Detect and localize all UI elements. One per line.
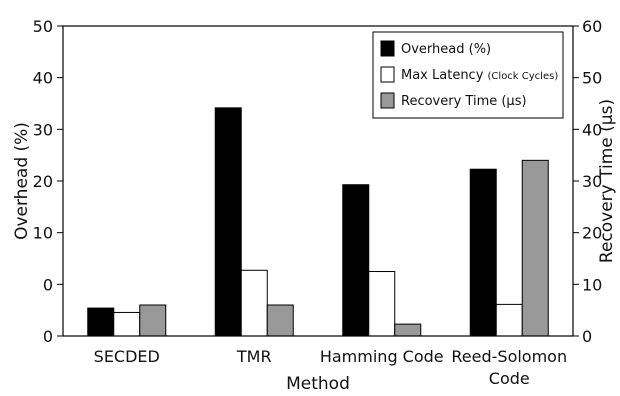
- plot-frame: [62, 25, 574, 337]
- right-tick-label: 40: [582, 120, 602, 139]
- bar-recovery-time-1: [139, 304, 167, 337]
- bars-group: [87, 107, 549, 337]
- category-label: Hamming Code: [320, 347, 444, 366]
- x-axis-label: Method: [286, 374, 350, 394]
- legend-label: Max Latency (Clock Cycles): [401, 68, 558, 83]
- right-tick-label: 50: [582, 69, 602, 88]
- right-tick-label: 60: [582, 17, 602, 36]
- right-axis-ticks: 0 10 20 30 40 50 60: [573, 17, 602, 346]
- bar-recovery-time-3: [394, 323, 422, 337]
- right-tick-label: 20: [582, 224, 602, 243]
- category-labels: SECDED TMR Hamming Code Reed-Solomon Code: [94, 347, 567, 388]
- left-axis-ticks: 0 0 10 20 30 40 50: [33, 17, 63, 346]
- left-tick-label: 20: [33, 172, 53, 191]
- left-tick-label: 0: [43, 327, 53, 346]
- bar-overhead-2: [214, 107, 242, 337]
- legend-swatch: [380, 40, 395, 57]
- category-label: Reed-Solomon: [451, 347, 567, 366]
- right-tick-label: 0: [582, 327, 592, 346]
- left-tick-label: 10: [33, 224, 53, 243]
- left-tick-label: 0: [43, 275, 53, 294]
- left-tick-label: 40: [33, 69, 53, 88]
- right-tick-label: 10: [582, 275, 602, 294]
- bar-max-latency-3: [368, 271, 396, 337]
- y-axis-label-left: Overhead (%): [12, 122, 32, 240]
- y-axis-label-right: Recovery Time (µs): [597, 99, 617, 263]
- legend-label: Recovery Time (µs): [401, 94, 527, 109]
- right-tick-label: 30: [582, 172, 602, 191]
- left-tick-label: 50: [33, 17, 53, 36]
- legend: Overhead (%) Max Latency (Clock Cycles) Re…: [372, 31, 564, 119]
- left-tick-label: 30: [33, 120, 53, 139]
- bar-overhead-1: [87, 307, 115, 337]
- legend-swatch: [380, 92, 395, 109]
- bar-max-latency-4: [495, 303, 523, 337]
- category-label: SECDED: [94, 347, 160, 366]
- bar-recovery-time-4: [521, 159, 549, 337]
- bar-overhead-3: [342, 184, 370, 337]
- legend-swatch: [380, 66, 395, 83]
- legend-box: [372, 31, 564, 119]
- bar-overhead-4: [469, 168, 497, 337]
- category-label: Code: [489, 369, 530, 388]
- bar-recovery-time-2: [266, 304, 294, 337]
- legend-label: Overhead (%): [401, 42, 491, 57]
- category-label: TMR: [236, 347, 272, 366]
- bar-max-latency-2: [240, 269, 268, 337]
- bar-max-latency-1: [113, 311, 141, 337]
